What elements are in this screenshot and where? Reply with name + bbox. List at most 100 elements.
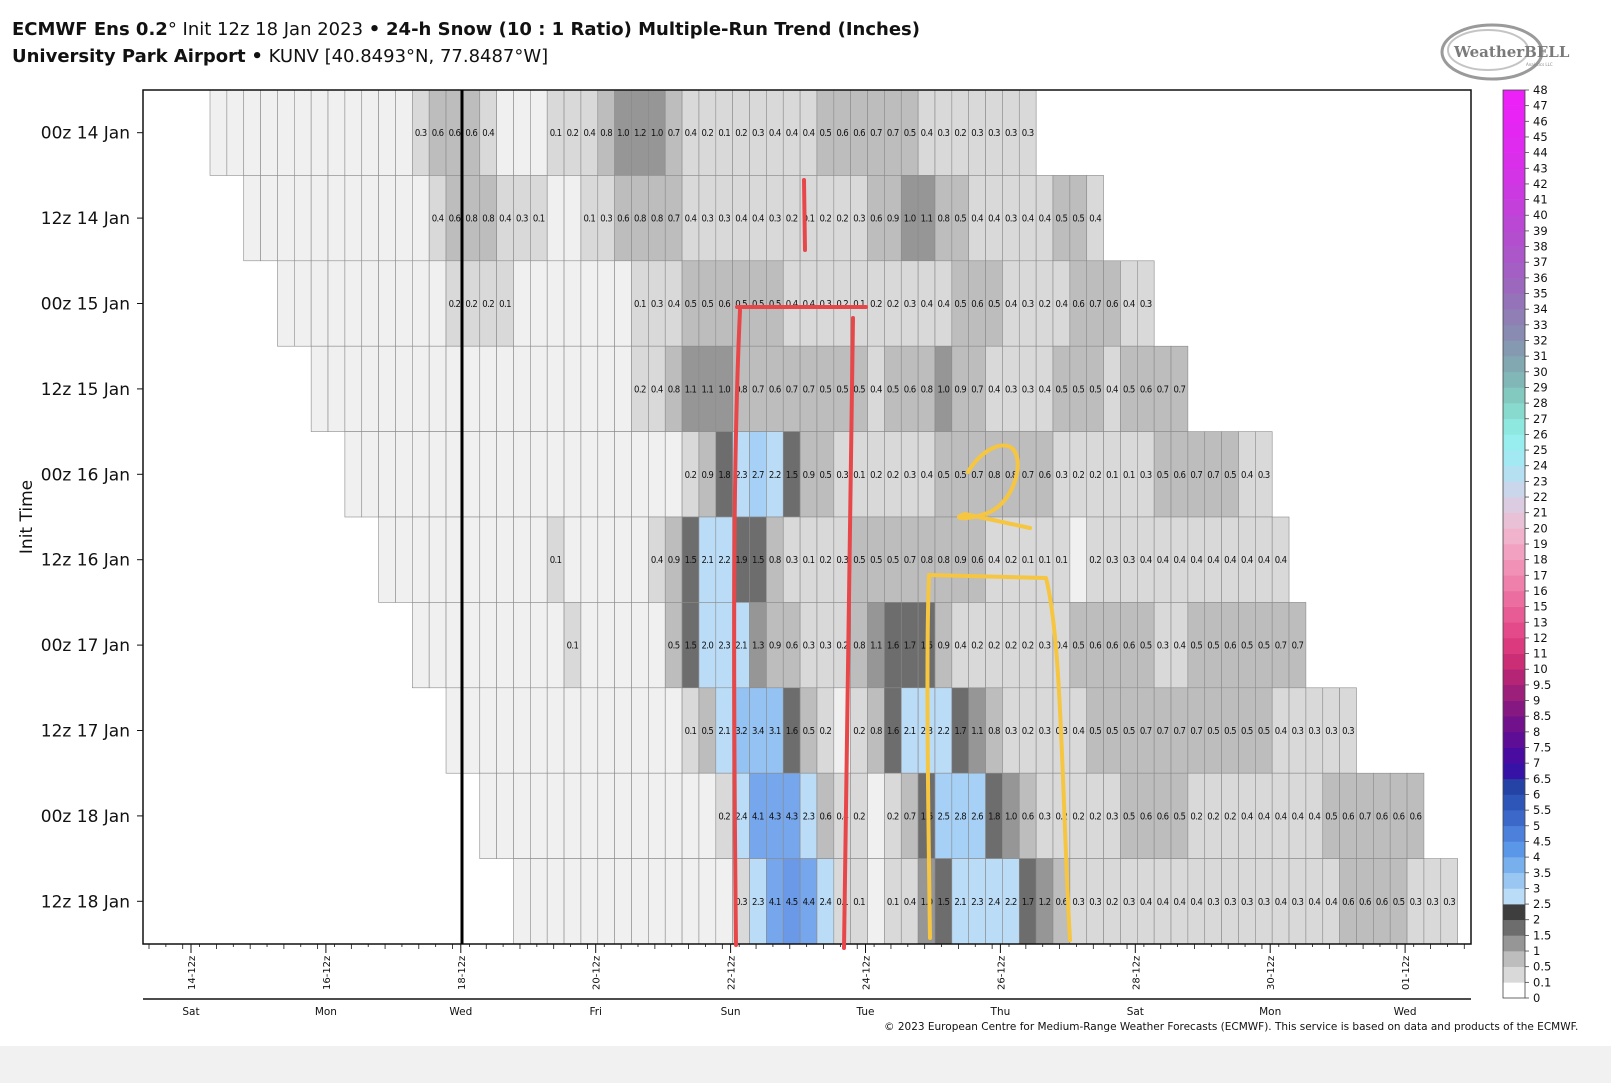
cell-value-label: 0.4 [836, 811, 848, 822]
cell-value-label: 0.3 [1022, 384, 1034, 395]
cell-value-label: 0.5 [1241, 726, 1253, 737]
heatmap-cell [361, 345, 379, 432]
cell-value-label: 0.7 [1140, 726, 1152, 737]
heatmap-cell [867, 858, 885, 945]
colorbar-label: 0.5 [1533, 960, 1551, 974]
heatmap-cell [445, 516, 464, 603]
cell-value-label: 0.4 [803, 299, 815, 310]
colorbar-label: 27 [1533, 412, 1548, 426]
cell-value-label: 0.5 [954, 299, 966, 310]
cell-value-label: 0.2 [786, 214, 798, 225]
cell-value-label: 0.7 [1174, 726, 1186, 737]
bullet-1: • [368, 19, 381, 40]
cell-value-label: 0.5 [819, 470, 831, 481]
cell-value-label: 0.4 [1056, 641, 1068, 652]
heatmap-cell [1069, 516, 1088, 603]
colorbar-label: 17 [1533, 568, 1548, 582]
cell-value-label: 4.1 [769, 897, 781, 908]
colorbar-label: 15 [1533, 600, 1548, 614]
cell-value-label: 1.8 [988, 811, 1000, 822]
cell-value-label: 0.7 [904, 811, 916, 822]
cell-value-label: 1.2 [634, 128, 646, 139]
cell-value-label: 0.6 [1056, 897, 1068, 908]
x-tick-label: 16-12z [322, 956, 333, 990]
heatmap-cell [479, 687, 497, 774]
colorbar-segment [1503, 293, 1525, 310]
heatmap-cell [664, 772, 683, 859]
cell-value-label: 0.5 [819, 384, 831, 395]
cell-value-label: 0.2 [701, 128, 713, 139]
colorbar-segment [1503, 575, 1525, 592]
colorbar-segment [1503, 387, 1525, 404]
cell-value-label: 0.9 [803, 470, 815, 481]
cell-value-label: 0.3 [1258, 470, 1270, 481]
cell-value-label: 0.2 [1207, 811, 1219, 822]
heatmap-cell [496, 687, 514, 774]
colorbar-label: 4 [1533, 850, 1540, 864]
product-name: 24-h Snow (10 : 1 Ratio) Multiple-Run Tr… [386, 19, 920, 40]
colorbar-segment [1503, 637, 1525, 654]
cell-value-label: 0.3 [1292, 726, 1304, 737]
cell-value-label: 0.1 [803, 214, 815, 225]
cell-value-label: 0.1 [853, 470, 865, 481]
cell-value-label: 0.5 [1140, 641, 1152, 652]
colorbar-label: 24 [1533, 459, 1548, 473]
cell-value-label: 0.1 [836, 897, 848, 908]
colorbar-label: 44 [1533, 146, 1548, 160]
heatmap-cell [479, 431, 497, 518]
cell-value-label: 0.1 [718, 128, 730, 139]
colorbar-label: 45 [1533, 130, 1548, 144]
cell-value-label: 0.1 [550, 555, 562, 566]
cell-value-label: 0.5 [803, 726, 815, 737]
y-tick-label: 00z 14 Jan [41, 124, 130, 144]
heatmap-cell [614, 516, 632, 603]
cell-value-label: 0.5 [701, 726, 713, 737]
day-label: Wed [449, 1006, 472, 1018]
heatmap-cell [546, 175, 565, 262]
cell-value-label: 0.8 [988, 470, 1000, 481]
cell-value-label: 0.4 [1224, 555, 1236, 566]
cell-value-label: 0.5 [1224, 726, 1236, 737]
heatmap-cell [546, 260, 565, 347]
hand-annotations [732, 178, 1072, 950]
heatmap-cell [664, 858, 683, 945]
cell-value-label: 0.4 [938, 299, 950, 310]
heatmap-cell [496, 345, 514, 432]
cell-value-label: 0.5 [1056, 384, 1068, 395]
heatmap-cell [496, 772, 514, 859]
cell-value-label: 0.9 [954, 384, 966, 395]
cell-value-label: 0.2 [735, 128, 747, 139]
cell-value-label: 0.6 [786, 641, 798, 652]
cell-value-label: 0.2 [819, 214, 831, 225]
colorbar-segment [1503, 888, 1525, 905]
cell-value-label: 0.4 [1207, 555, 1219, 566]
cell-value-label: 0.4 [1140, 555, 1152, 566]
cell-value-label: 0.1 [887, 897, 899, 908]
heatmap-cell [395, 175, 413, 262]
cell-value-label: 1.0 [938, 384, 950, 395]
colorbar-label: 25 [1533, 443, 1548, 457]
cell-value-label: 1.3 [752, 641, 764, 652]
cell-value-label: 1.1 [870, 641, 882, 652]
cell-value-label: 1.6 [786, 726, 798, 737]
cell-value-label: 0.7 [1157, 384, 1169, 395]
heatmap-cell [428, 602, 447, 689]
colorbar-segment [1503, 230, 1525, 247]
heatmap-cell [243, 89, 261, 176]
heatmap-cell [648, 431, 666, 518]
colorbar-label: 19 [1533, 537, 1548, 551]
colorbar-label: 8 [1533, 725, 1540, 739]
annotation-red-box [732, 305, 868, 950]
cell-value-label: 0.6 [1089, 641, 1101, 652]
cell-value-label: 0.5 [701, 299, 713, 310]
heatmap-cell [260, 89, 278, 176]
cell-value-label: 1.1 [921, 214, 933, 225]
cell-value-label: 0.3 [853, 214, 865, 225]
cell-value-label: 0.5 [1207, 726, 1219, 737]
heatmap-cell [631, 858, 649, 945]
cell-value-label: 0.2 [1022, 726, 1034, 737]
colorbar-label: 31 [1533, 349, 1548, 363]
cell-value-label: 1.1 [701, 384, 713, 395]
heatmap-cell [277, 175, 295, 262]
cell-value-label: 0.7 [971, 384, 983, 395]
